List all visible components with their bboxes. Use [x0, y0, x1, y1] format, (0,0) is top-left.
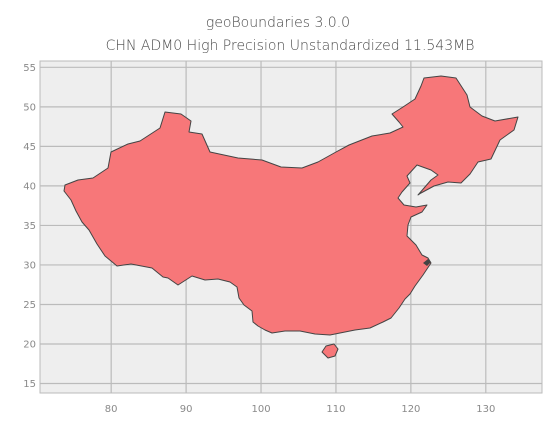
- zhoushan-islands-shape: [423, 259, 431, 266]
- y-axis-ticks: 55 50 45 40 35 30 25 20 15: [23, 63, 36, 390]
- y-tick-label: 15: [23, 379, 36, 390]
- x-tick-label: 90: [180, 404, 193, 415]
- map-subtitle: CHN ADM0 High Precision Unstandardized 1…: [106, 38, 475, 54]
- x-tick-label: 110: [326, 404, 345, 415]
- y-tick-label: 25: [23, 300, 36, 311]
- y-tick-label: 35: [23, 221, 36, 232]
- x-axis-ticks: 80 90 100 110 120 130: [105, 404, 496, 415]
- hainan-island-shape: [321, 343, 339, 359]
- y-tick-label: 45: [23, 142, 36, 153]
- x-tick-label: 100: [251, 404, 270, 415]
- y-tick-label: 55: [23, 63, 36, 74]
- y-tick-label: 40: [23, 181, 36, 192]
- y-tick-label: 20: [23, 339, 36, 350]
- y-tick-label: 30: [23, 260, 36, 271]
- china-mainland-shape: [63, 75, 519, 336]
- x-tick-label: 120: [401, 404, 420, 415]
- x-tick-label: 130: [476, 404, 495, 415]
- x-tick-label: 80: [105, 404, 118, 415]
- y-tick-label: 50: [23, 102, 36, 113]
- map-title: geoBoundaries 3.0.0: [206, 15, 350, 31]
